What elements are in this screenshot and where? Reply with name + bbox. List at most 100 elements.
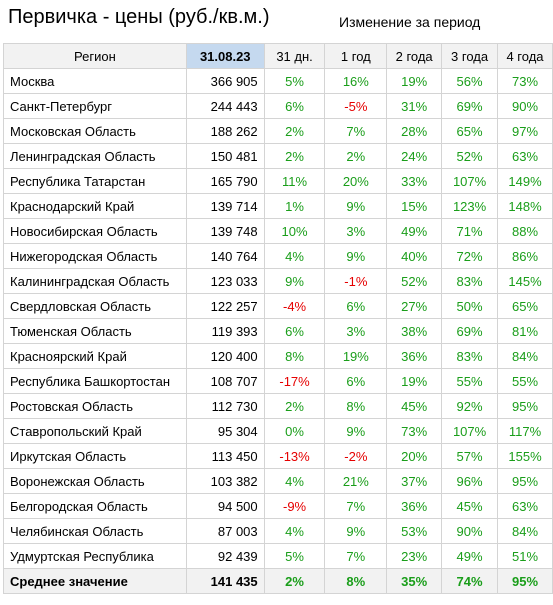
change-value: 72% — [441, 243, 499, 269]
change-value: -2% — [324, 443, 388, 469]
change-value: 45% — [386, 393, 443, 419]
region-name: Воронежская Область — [3, 468, 187, 494]
change-value: 74% — [441, 568, 499, 594]
column-header-2-years: 2 года — [386, 43, 443, 69]
change-value: 97% — [497, 118, 553, 144]
region-name: Тюменская Область — [3, 318, 187, 344]
change-value: 20% — [324, 168, 388, 194]
change-value: 6% — [324, 293, 388, 319]
table-row: Москва 366 905 5% 16% 19% 56% 73% — [3, 68, 553, 94]
table-row: Краснодарский Край 139 714 1% 9% 15% 123% 148% — [3, 193, 553, 219]
price-value: 150 481 — [185, 143, 265, 169]
change-value: 9% — [324, 243, 388, 269]
table-body: Москва 366 905 5% 16% 19% 56% 73% Санкт-Петербу… — [3, 68, 553, 594]
change-value: 52% — [386, 268, 443, 294]
change-value: 19% — [386, 68, 443, 94]
change-value: 4% — [263, 243, 326, 269]
change-value: 8% — [324, 393, 388, 419]
column-header-3-years: 3 года — [441, 43, 499, 69]
table-row: Республика Татарстан 165 790 11% 20% 33% 107%… — [3, 168, 553, 194]
change-value: 50% — [441, 293, 499, 319]
change-value: 21% — [324, 468, 388, 494]
price-value: 165 790 — [185, 168, 265, 194]
region-name: Челябинская Область — [3, 518, 187, 544]
change-value: 28% — [386, 118, 443, 144]
change-value: 145% — [497, 268, 553, 294]
change-value: 95% — [497, 468, 553, 494]
table-row: Удмуртская Республика 92 439 5% 7% 23% 49% 51% — [3, 543, 553, 569]
change-value: 69% — [441, 93, 499, 119]
change-value: 117% — [497, 418, 553, 444]
change-value: 11% — [263, 168, 326, 194]
table-row: Ставропольский Край 95 304 0% 9% 73% 107% 117% — [3, 418, 553, 444]
column-header-31-days: 31 дн. — [263, 43, 326, 69]
price-value: 140 764 — [185, 243, 265, 269]
change-value: 40% — [386, 243, 443, 269]
change-value: 23% — [386, 543, 443, 569]
change-value: 51% — [497, 543, 553, 569]
change-value: 33% — [386, 168, 443, 194]
table-row: Нижегородская Область 140 764 4% 9% 40% 72% 86… — [3, 243, 553, 269]
price-value: 139 714 — [185, 193, 265, 219]
region-name: Санкт-Петербург — [3, 93, 187, 119]
region-name: Удмуртская Республика — [3, 543, 187, 569]
price-value: 366 905 — [185, 68, 265, 94]
table-row: Новосибирская Область 139 748 10% 3% 49% 71% 8… — [3, 218, 553, 244]
table-row: Челябинская Область 87 003 4% 9% 53% 90% 84% — [3, 518, 553, 544]
change-value: 95% — [497, 393, 553, 419]
change-value: -1% — [324, 268, 388, 294]
column-header-date: 31.08.23 — [185, 43, 265, 69]
change-value: 6% — [263, 318, 326, 344]
price-value: 123 033 — [185, 268, 265, 294]
price-value: 92 439 — [185, 543, 265, 569]
page-title: Первичка - цены (руб./кв.м.) — [8, 6, 270, 28]
region-name: Красноярский Край — [3, 343, 187, 369]
change-value: 49% — [441, 543, 499, 569]
price-value: 87 003 — [185, 518, 265, 544]
region-name: Нижегородская Область — [3, 243, 187, 269]
price-value: 94 500 — [185, 493, 265, 519]
table-row: Республика Башкортостан 108 707 -17% 6% 19% 5… — [3, 368, 553, 394]
change-value: 2% — [263, 143, 326, 169]
change-value: 31% — [386, 93, 443, 119]
change-value: 90% — [441, 518, 499, 544]
change-value: 148% — [497, 193, 553, 219]
change-value: 24% — [386, 143, 443, 169]
change-value: 83% — [441, 343, 499, 369]
change-value: 63% — [497, 143, 553, 169]
change-value: 83% — [441, 268, 499, 294]
change-value: 3% — [324, 318, 388, 344]
price-value: 188 262 — [185, 118, 265, 144]
change-value: 6% — [324, 368, 388, 394]
region-name: Калининградская Область — [3, 268, 187, 294]
change-value: 2% — [263, 118, 326, 144]
change-value: 2% — [263, 568, 326, 594]
change-value: 9% — [263, 268, 326, 294]
change-value: 10% — [263, 218, 326, 244]
change-value: 73% — [386, 418, 443, 444]
change-value: -9% — [263, 493, 326, 519]
price-value: 95 304 — [185, 418, 265, 444]
change-value: 56% — [441, 68, 499, 94]
change-value: 55% — [441, 368, 499, 394]
change-value: 45% — [441, 493, 499, 519]
change-value: 95% — [497, 568, 553, 594]
change-value: 4% — [263, 468, 326, 494]
change-value: 8% — [324, 568, 388, 594]
change-value: 9% — [324, 193, 388, 219]
change-value: 88% — [497, 218, 553, 244]
change-value: 36% — [386, 343, 443, 369]
region-name: Среднее значение — [3, 568, 187, 594]
change-value: 65% — [441, 118, 499, 144]
period-change-caption: Изменение за период — [339, 14, 481, 30]
change-value: 3% — [324, 218, 388, 244]
change-value: 20% — [386, 443, 443, 469]
price-value: 139 748 — [185, 218, 265, 244]
change-value: 84% — [497, 343, 553, 369]
region-name: Ленинградская Область — [3, 143, 187, 169]
change-value: 5% — [263, 68, 326, 94]
table-row: Свердловская Область 122 257 -4% 6% 27% 50% 65… — [3, 293, 553, 319]
table-header-row: Регион 31.08.23 31 дн. 1 год 2 года 3 го… — [3, 43, 553, 69]
change-value: 5% — [263, 543, 326, 569]
